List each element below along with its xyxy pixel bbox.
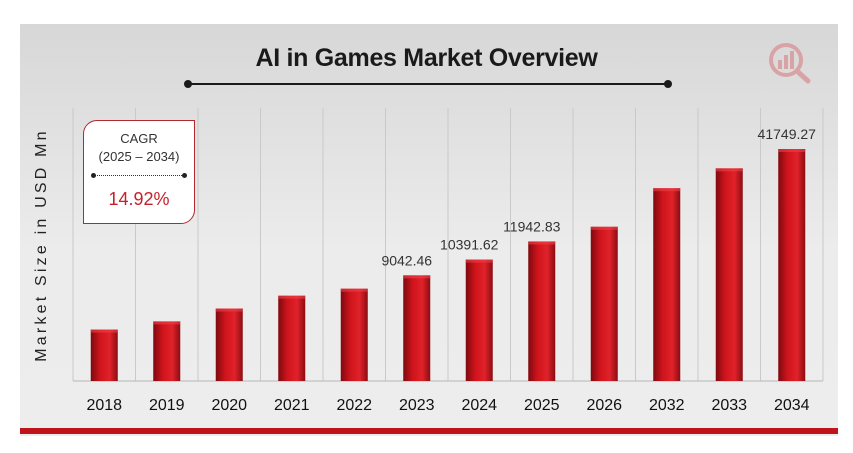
bar-2024: [465, 259, 493, 381]
bar-2034: [778, 149, 806, 381]
title-underline-left-dot: [184, 80, 192, 88]
x-tick-label: 2018: [86, 397, 122, 414]
bar-2023: [403, 275, 431, 381]
title-underline: [188, 83, 668, 85]
cagr-value: 14.92%: [108, 189, 170, 209]
bar-2033: [715, 168, 743, 381]
x-tick-label: 2023: [399, 397, 435, 414]
bar-2022: [340, 288, 368, 381]
bar-2018: [90, 329, 118, 381]
bar-top-highlight: [153, 321, 181, 325]
x-tick-label: 2022: [336, 397, 372, 414]
x-tick-label: 2032: [649, 397, 685, 414]
x-tick-label: 2021: [274, 397, 310, 414]
cagr-callout: CAGR (2025 – 2034) 14.92%: [83, 120, 195, 224]
title-underline-right-dot: [664, 80, 672, 88]
data-label: 41749.27: [758, 126, 817, 142]
data-label: 10391.62: [440, 237, 499, 253]
chart-title: AI in Games Market Overview: [255, 44, 598, 72]
x-tick-label: 2026: [586, 397, 622, 414]
cagr-range: (2025 – 2034): [98, 149, 180, 164]
x-tick-label: 2019: [149, 397, 185, 414]
data-label: 9042.46: [381, 252, 432, 268]
bar-top-highlight: [528, 241, 556, 245]
cagr-title: CAGR: [120, 131, 158, 146]
x-tick-label: 2033: [711, 397, 747, 414]
bar-2032: [653, 188, 681, 381]
bar-top-highlight: [590, 226, 618, 230]
bar-2026: [590, 226, 618, 381]
bar-top-highlight: [278, 295, 306, 299]
bar-top-highlight: [403, 275, 431, 279]
bar-top-highlight: [465, 259, 493, 263]
bottom-accent-bar: [20, 428, 838, 434]
y-axis-label: Market Size in USD Mn: [33, 128, 50, 362]
x-tick-label: 2020: [211, 397, 247, 414]
bar-top-highlight: [778, 149, 806, 152]
bar-top-highlight: [653, 188, 681, 192]
bar-top-highlight: [90, 329, 118, 333]
chart-magnifier-logo-icon: [769, 43, 811, 84]
bar-2019: [153, 321, 181, 381]
bar-2020: [215, 308, 243, 381]
bar-top-highlight: [715, 168, 743, 172]
bar-top-highlight: [340, 288, 368, 292]
x-tick-label: 2024: [461, 397, 497, 414]
data-label: 11942.83: [503, 218, 561, 234]
x-tick-label: 2034: [774, 397, 810, 414]
bar-2025: [528, 241, 556, 381]
bar-2021: [278, 295, 306, 381]
bar-top-highlight: [215, 308, 243, 312]
x-tick-label: 2025: [524, 397, 560, 414]
cagr-divider: [91, 173, 187, 178]
